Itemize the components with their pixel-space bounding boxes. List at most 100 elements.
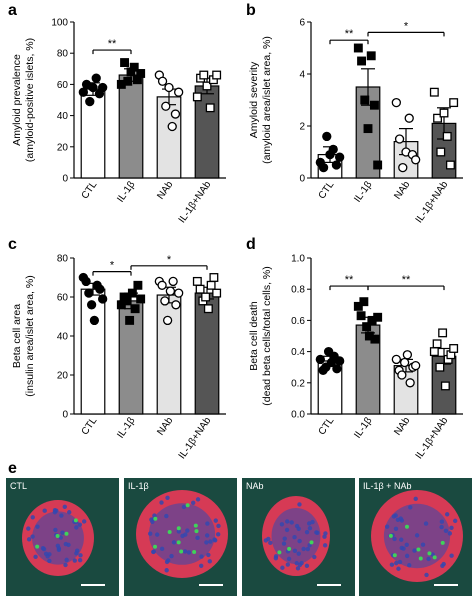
nucleus (404, 542, 409, 547)
amyloid-deposit (35, 544, 40, 549)
nucleus (165, 495, 170, 501)
nucleus (199, 554, 204, 559)
panel-letter-c: c (8, 236, 17, 253)
amyloid-deposit (167, 530, 172, 535)
nucleus (282, 536, 287, 541)
nucleus (394, 560, 399, 566)
nucleus (176, 529, 182, 534)
x-tick-label: IL-1β+NAb (177, 415, 214, 461)
data-point (161, 101, 171, 111)
y-axis-label: Amyloid severity (248, 61, 260, 138)
data-point (162, 315, 173, 326)
data-point (369, 100, 379, 110)
data-point (202, 81, 212, 91)
nucleus (26, 526, 31, 531)
nucleus (212, 537, 217, 542)
nucleus (297, 538, 302, 544)
nucleus (322, 534, 327, 539)
nucleus (195, 535, 200, 541)
nucleus (206, 552, 211, 558)
data-point (335, 152, 345, 162)
nucleus (408, 505, 413, 510)
amyloid-deposit (176, 540, 181, 545)
data-point (433, 113, 443, 123)
nucleus (304, 563, 310, 569)
panel-letter-d: d (246, 236, 256, 253)
nucleus (33, 554, 38, 560)
islet-image (359, 478, 472, 596)
data-point (411, 360, 421, 371)
nucleus (72, 558, 77, 563)
nucleus (285, 562, 291, 567)
nucleus (292, 534, 297, 540)
data-point (404, 113, 414, 123)
y-tick-label: 0.0 (291, 410, 305, 421)
x-tick-label: IL-1β (115, 415, 137, 440)
y-tick-label: 0.2 (291, 378, 305, 389)
islet-image (124, 478, 237, 596)
nucleus (164, 559, 170, 565)
nucleus (305, 546, 311, 552)
amyloid-deposit (287, 546, 292, 551)
data-point (127, 288, 137, 298)
nucleus (307, 526, 313, 531)
nucleus (263, 538, 269, 543)
data-point (322, 131, 332, 142)
y-tick-label: 100 (51, 18, 68, 29)
data-point (160, 296, 170, 306)
nucleus (74, 525, 79, 530)
data-point (81, 276, 91, 287)
data-point (360, 95, 370, 105)
y-axis-label: (amyloid-positive islets, %) (24, 38, 36, 162)
nucleus (401, 546, 406, 551)
nucleus (42, 508, 47, 513)
y-tick-label: 0.8 (291, 285, 305, 296)
data-point (362, 322, 372, 332)
amyloid-deposit (193, 523, 198, 528)
nucleus (190, 500, 196, 506)
nucleus (289, 520, 294, 525)
data-point (432, 339, 442, 349)
nucleus (74, 551, 79, 556)
data-point (206, 280, 216, 290)
y-tick-label: 1.0 (291, 254, 305, 265)
data-point (195, 284, 205, 294)
data-point (157, 280, 167, 290)
y-tick-label: 80 (57, 49, 69, 60)
nucleus (164, 568, 169, 573)
data-point (212, 70, 222, 80)
significance-label: ** (345, 274, 354, 286)
data-point (405, 378, 415, 388)
nucleus (424, 572, 429, 578)
nucleus (412, 548, 417, 553)
nucleus (77, 557, 83, 563)
nucleus (52, 507, 58, 513)
data-point (157, 76, 168, 86)
nucleus (59, 513, 64, 518)
nucleus (297, 562, 303, 568)
nucleus (216, 523, 221, 529)
data-point (439, 108, 449, 118)
data-point (98, 294, 108, 304)
y-tick-label: 2 (299, 122, 305, 133)
amyloid-deposit (388, 533, 393, 538)
scale-bar (81, 584, 105, 586)
data-point (435, 362, 445, 372)
data-point (199, 70, 209, 80)
data-point (136, 294, 146, 304)
data-point (212, 288, 222, 298)
nucleus (26, 537, 32, 542)
nucleus (407, 563, 412, 568)
nucleus (78, 553, 83, 558)
significance-label: * (110, 260, 115, 272)
micrograph-il1b-nab: IL-1β + NAb (359, 478, 472, 596)
x-tick-label: IL-1β+NAb (414, 415, 451, 461)
nucleus (296, 526, 301, 532)
y-tick-label: 80 (57, 254, 69, 265)
x-tick-label: CTL (80, 415, 100, 437)
amyloid-deposit (153, 516, 158, 521)
nucleus (396, 566, 401, 571)
y-tick-label: 60 (57, 293, 69, 304)
nucleus (322, 543, 328, 548)
nucleus (159, 546, 165, 552)
